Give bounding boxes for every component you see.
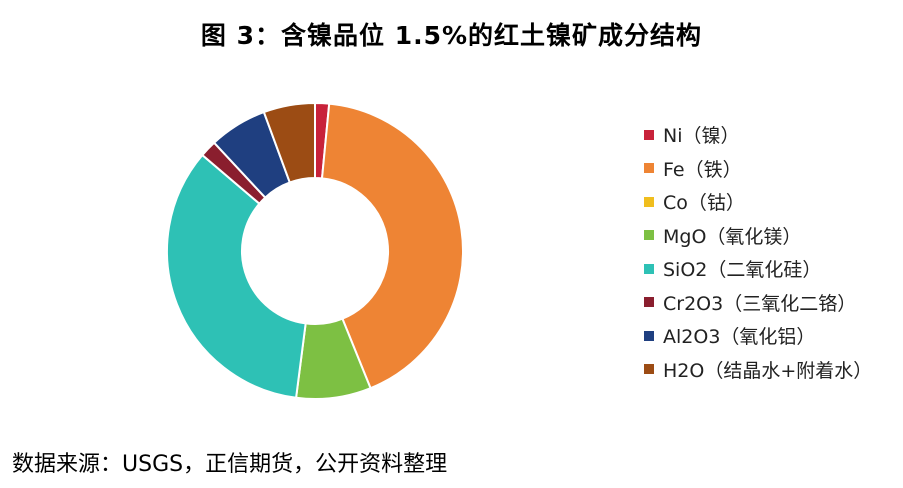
legend-swatch bbox=[644, 163, 654, 174]
legend-swatch bbox=[644, 364, 654, 375]
legend-label: SiO2（二氧化硅） bbox=[663, 259, 822, 282]
legend-label: Co（钴） bbox=[663, 192, 745, 215]
legend-swatch bbox=[644, 196, 654, 207]
chart-title: 图 3：含镍品位 1.5%的红土镍矿成分结构 bbox=[200, 21, 703, 50]
legend-item-0: Ni（镍） bbox=[644, 118, 894, 152]
legend-label: Cr2O3（三氧化二铬） bbox=[663, 292, 857, 315]
legend-item-7: H2O（结晶水+附着水） bbox=[644, 353, 894, 387]
donut-slice-1 bbox=[320, 102, 464, 390]
legend-label: Fe（铁） bbox=[663, 158, 742, 181]
legend: Ni（镍） Fe（铁） Co（钴） MgO（氧化镁） SiO2（二氧化硅） Cr2O3（三… bbox=[644, 118, 894, 386]
legend-swatch bbox=[644, 129, 654, 140]
legend-item-1: Fe（铁） bbox=[644, 152, 894, 186]
legend-label: MgO（氧化镁） bbox=[663, 225, 802, 248]
legend-label: Ni（镍） bbox=[663, 125, 740, 148]
donut-slice-4 bbox=[166, 153, 307, 399]
legend-swatch bbox=[644, 263, 654, 274]
donut-chart bbox=[166, 101, 464, 400]
legend-swatch bbox=[644, 230, 654, 241]
donut-slice-7 bbox=[262, 101, 316, 184]
legend-item-5: Cr2O3（三氧化二铬） bbox=[644, 286, 894, 320]
legend-item-3: MgO（氧化镁） bbox=[644, 219, 894, 253]
legend-label: Al2O3（氧化铝） bbox=[663, 326, 816, 349]
legend-item-6: Al2O3（氧化铝） bbox=[644, 319, 894, 353]
legend-item-2: Co（钴） bbox=[644, 185, 894, 219]
legend-swatch bbox=[644, 330, 654, 341]
legend-label: H2O（结晶水+附着水） bbox=[663, 359, 873, 382]
legend-item-4: SiO2（二氧化硅） bbox=[644, 252, 894, 286]
source-note: 数据来源：USGS，正信期货，公开资料整理 bbox=[12, 452, 448, 477]
legend-swatch bbox=[644, 297, 654, 308]
